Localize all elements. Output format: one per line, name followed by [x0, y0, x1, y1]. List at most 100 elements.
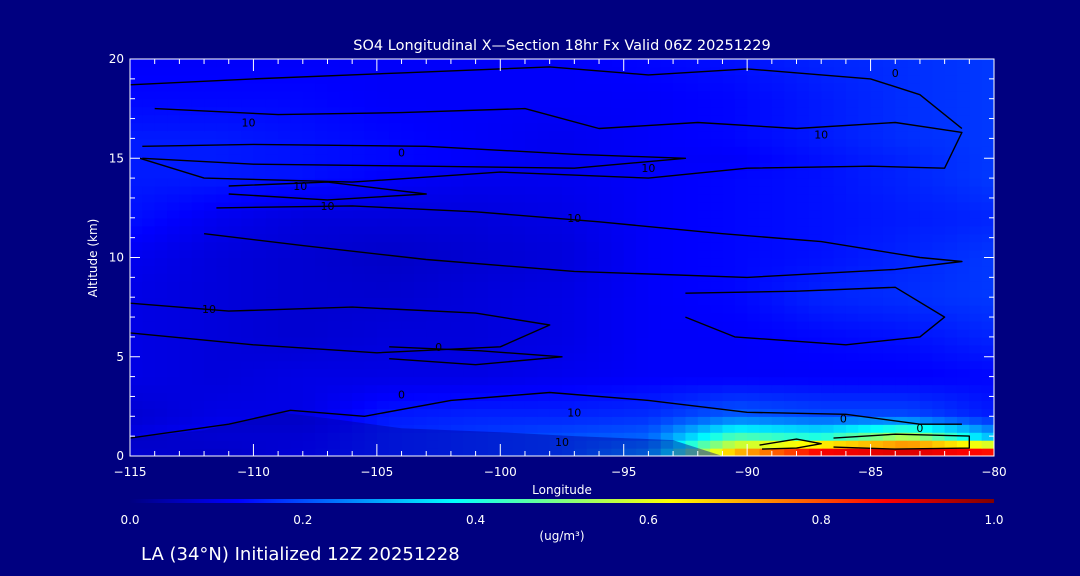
- heatmap-cell: [389, 368, 403, 378]
- heatmap-cell: [450, 233, 464, 243]
- heatmap-cell: [981, 186, 994, 195]
- heatmap-cell: [882, 130, 896, 139]
- heatmap-cell: [623, 82, 637, 92]
- heatmap-cell: [549, 146, 563, 155]
- heatmap-cell: [549, 106, 563, 116]
- heatmap-cell: [167, 82, 180, 92]
- heatmap-cell: [722, 82, 736, 92]
- heatmap-cell: [821, 193, 835, 203]
- heatmap-cell: [389, 154, 403, 163]
- heatmap-cell: [796, 154, 810, 163]
- heatmap-cell: [944, 297, 958, 306]
- heatmap-cell: [450, 154, 464, 163]
- heatmap-cell: [648, 440, 662, 449]
- heatmap-cell: [784, 400, 798, 409]
- heatmap-cell: [932, 424, 946, 433]
- heatmap-cell: [808, 114, 822, 124]
- heatmap-cell: [389, 98, 403, 108]
- heatmap-cell: [327, 106, 341, 116]
- heatmap-cell: [216, 424, 230, 433]
- heatmap-cell: [882, 66, 896, 76]
- heatmap-cell: [907, 106, 921, 116]
- heatmap-cell: [845, 408, 859, 417]
- heatmap-cell: [586, 392, 600, 402]
- heatmap-cell: [253, 217, 267, 227]
- heatmap-cell: [636, 400, 649, 409]
- heatmap-cell: [327, 392, 341, 402]
- heatmap-cell: [981, 392, 994, 402]
- heatmap-cell: [352, 249, 366, 259]
- heatmap-cell: [882, 408, 896, 417]
- heatmap-cell: [944, 305, 958, 314]
- heatmap-cell: [228, 289, 242, 298]
- heatmap-cell: [710, 408, 724, 417]
- heatmap-cell: [562, 82, 575, 92]
- heatmap-cell: [487, 233, 501, 243]
- heatmap-cell: [907, 408, 921, 417]
- heatmap-cell: [747, 90, 761, 100]
- heatmap-cell: [808, 289, 822, 298]
- heatmap-cell: [327, 321, 341, 330]
- heatmap-cell: [599, 336, 612, 346]
- heatmap-cell: [327, 170, 341, 179]
- heatmap-cell: [290, 352, 304, 362]
- heatmap-cell: [636, 424, 649, 433]
- heatmap-cell: [673, 328, 687, 338]
- heatmap-cell: [376, 74, 390, 84]
- heatmap-cell: [808, 313, 822, 322]
- heatmap-cell: [784, 106, 798, 116]
- heatmap-cell: [771, 90, 785, 100]
- heatmap-cell: [969, 82, 983, 92]
- heatmap-cell: [302, 352, 316, 362]
- heatmap-cell: [265, 273, 279, 282]
- heatmap-cell: [438, 392, 452, 402]
- heatmap-cell: [204, 249, 217, 259]
- heatmap-cell: [327, 344, 341, 354]
- heatmap-cell: [759, 352, 773, 362]
- heatmap-cell: [549, 368, 563, 378]
- heatmap-cell: [882, 289, 896, 298]
- heatmap-cell: [438, 225, 452, 235]
- heatmap-cell: [327, 154, 341, 163]
- heatmap-cell: [537, 344, 551, 354]
- heatmap-cell: [623, 265, 637, 274]
- heatmap-cell: [130, 376, 143, 386]
- heatmap-cell: [734, 82, 748, 92]
- heatmap-cell: [599, 201, 612, 211]
- heatmap-cell: [969, 384, 983, 394]
- heatmap-cell: [413, 90, 427, 100]
- heatmap-cell: [426, 408, 440, 417]
- heatmap-cell: [673, 217, 687, 227]
- heatmap-cell: [167, 122, 180, 132]
- heatmap-cell: [228, 82, 242, 92]
- heatmap-cell: [487, 440, 501, 449]
- heatmap-cell: [364, 344, 378, 354]
- heatmap-cell: [895, 106, 909, 116]
- heatmap-cell: [327, 249, 341, 259]
- heatmap-cell: [722, 146, 736, 155]
- heatmap-cell: [956, 193, 970, 203]
- heatmap-cell: [500, 90, 514, 100]
- heatmap-cell: [278, 376, 292, 386]
- heatmap-cell: [463, 305, 477, 314]
- heatmap-cell: [586, 130, 600, 139]
- heatmap-cell: [784, 265, 798, 274]
- heatmap-cell: [710, 392, 724, 402]
- heatmap-cell: [919, 289, 933, 298]
- heatmap-cell: [463, 138, 477, 147]
- heatmap-cell: [673, 59, 687, 68]
- heatmap-cell: [167, 408, 180, 417]
- heatmap-cell: [870, 432, 884, 441]
- heatmap-cell: [253, 273, 267, 282]
- heatmap-cell: [895, 82, 909, 92]
- heatmap-cell: [697, 297, 711, 306]
- heatmap-cell: [413, 305, 427, 314]
- heatmap-cell: [142, 344, 156, 354]
- heatmap-cell: [882, 106, 896, 116]
- heatmap-cell: [512, 122, 526, 132]
- heatmap-cell: [969, 368, 983, 378]
- heatmap-cell: [130, 273, 143, 282]
- heatmap-cell: [870, 106, 884, 116]
- heatmap-cell: [216, 360, 230, 370]
